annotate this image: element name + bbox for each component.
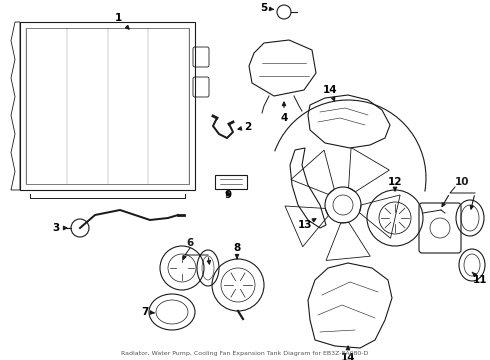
Bar	[215, 175, 247, 189]
Text: 9: 9	[224, 190, 232, 200]
Text: 3: 3	[52, 223, 67, 233]
Text: 14: 14	[341, 346, 355, 360]
Text: Radiator, Water Pump, Cooling Fan Expansion Tank Diagram for EB3Z-8A080-D: Radiator, Water Pump, Cooling Fan Expans…	[122, 351, 368, 356]
Text: 8: 8	[233, 243, 241, 258]
Bar	[20, 22, 195, 190]
Text: 13: 13	[298, 219, 316, 230]
Text: 1: 1	[114, 13, 129, 29]
Text: 10: 10	[455, 177, 469, 187]
Text: 6: 6	[186, 238, 194, 248]
Bar	[26, 28, 189, 184]
Text: 7: 7	[141, 307, 154, 317]
Text: 14: 14	[323, 85, 337, 101]
Text: 4: 4	[280, 102, 288, 123]
Text: 12: 12	[388, 177, 402, 191]
Text: 11: 11	[472, 272, 487, 285]
Text: 5: 5	[260, 3, 273, 13]
Text: 2: 2	[238, 122, 252, 132]
